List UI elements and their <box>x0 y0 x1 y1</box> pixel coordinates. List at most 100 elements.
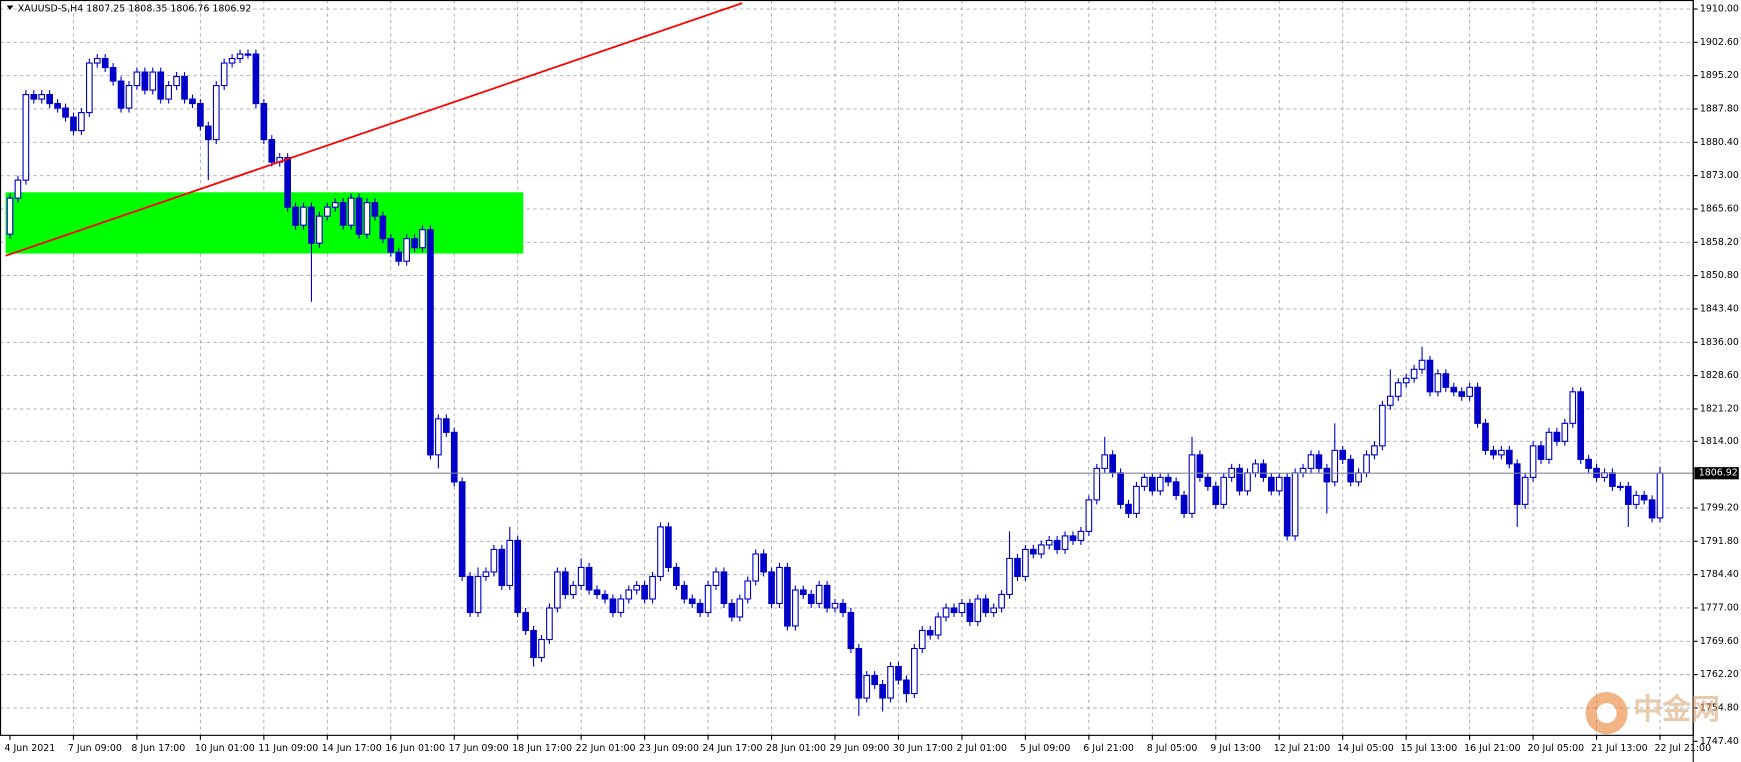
x-tick-label: 24 Jun 17:00 <box>703 743 763 754</box>
candle-body <box>292 206 299 226</box>
candle-body <box>450 431 458 483</box>
candle-body <box>1077 530 1085 541</box>
y-tick-label: 1814.00 <box>1700 436 1739 447</box>
y-tick-label: 1799.20 <box>1700 503 1739 514</box>
price-label-box <box>1694 467 1739 480</box>
candle-body <box>1363 454 1370 474</box>
candle-body <box>1188 454 1196 514</box>
candle-body <box>1045 539 1053 546</box>
candle-body <box>815 584 823 605</box>
candle-body <box>284 157 291 208</box>
candle-body <box>260 103 268 141</box>
candle-body <box>704 584 712 614</box>
candle-body <box>1156 476 1164 492</box>
candle-body <box>990 607 998 614</box>
candle-body <box>442 418 450 433</box>
y-tick-label: 1777.00 <box>1700 602 1739 613</box>
candle-body <box>1093 467 1101 501</box>
candle-body <box>752 553 760 582</box>
candle-body <box>1347 458 1354 483</box>
candle-body <box>887 665 894 699</box>
y-tick-label: 1850.80 <box>1700 270 1739 281</box>
candle-body <box>1617 485 1624 489</box>
candle-body <box>220 62 228 87</box>
grid-layer <box>0 0 1694 736</box>
candle-body <box>1164 476 1172 483</box>
candle-body <box>244 53 252 56</box>
trend-line <box>5 2 743 257</box>
candle-body <box>141 71 149 91</box>
candle-body <box>1172 481 1180 496</box>
candle-body <box>958 602 966 614</box>
candle-body <box>1220 476 1228 505</box>
candle-body <box>799 589 807 596</box>
candle-body <box>942 607 950 618</box>
candle-body <box>1402 377 1410 384</box>
candle-body <box>1125 503 1132 514</box>
candle-body <box>974 598 982 623</box>
x-tick-label: 4 Jun 2021 <box>4 743 55 754</box>
candle-body <box>355 197 363 235</box>
candle-body <box>1656 472 1664 519</box>
candle-body <box>1498 449 1505 456</box>
candle-body <box>1466 386 1473 397</box>
candle-body <box>871 674 879 686</box>
candle-body <box>387 238 395 253</box>
x-tick-label: 7 Jun 09:00 <box>68 743 122 754</box>
candle-body <box>577 566 585 587</box>
candle-body <box>395 251 403 262</box>
candle-body <box>776 566 783 605</box>
candle-body <box>1315 454 1323 469</box>
candle-body <box>1307 454 1315 469</box>
y-tick-label: 1828.60 <box>1700 370 1739 381</box>
candle-body <box>569 584 577 596</box>
candle-body <box>212 85 220 141</box>
candle-body <box>300 206 307 226</box>
candle-body <box>1244 472 1251 492</box>
candle-body <box>1434 373 1442 393</box>
candle-body <box>474 575 482 614</box>
candle-body <box>680 584 688 600</box>
candle-body <box>855 647 863 699</box>
candle-body <box>62 107 69 118</box>
y-tick-label: 1880.40 <box>1700 137 1739 148</box>
x-tick-label: 22 Jul 21:00 <box>1654 743 1711 754</box>
price-label: 1806.92 <box>1699 468 1738 479</box>
candle-body <box>1299 467 1307 474</box>
candle-body <box>934 616 942 636</box>
candle-body <box>1521 476 1529 505</box>
candle-body <box>1085 499 1093 532</box>
candle-body <box>38 94 46 100</box>
candle-body <box>228 57 236 64</box>
candle-body <box>1640 494 1648 501</box>
candle-body <box>70 116 77 132</box>
candle-body <box>363 202 371 235</box>
candle-body <box>1394 382 1402 397</box>
candle-body <box>1505 449 1513 465</box>
candle-body <box>839 602 847 614</box>
candle-body <box>1260 463 1267 478</box>
candle-body <box>133 71 141 87</box>
candle-body <box>609 598 617 614</box>
y-tick-label: 1858.20 <box>1700 237 1739 248</box>
y-tick-label: 1821.20 <box>1700 403 1739 414</box>
candle-body <box>1513 463 1521 505</box>
candle-body <box>1426 359 1434 393</box>
candle-body <box>22 94 30 181</box>
candle-body <box>649 575 656 600</box>
candle-body <box>1474 386 1481 424</box>
candle-body <box>863 674 871 699</box>
candle-body <box>101 57 109 69</box>
candle-body <box>490 548 498 573</box>
candle-body <box>688 598 696 605</box>
candle-body <box>1014 557 1021 578</box>
x-tick-label: 11 Jun 09:00 <box>258 743 318 754</box>
menu-arrow[interactable] <box>6 5 14 10</box>
candle-body <box>823 584 831 609</box>
candle-body <box>895 665 902 681</box>
plot-area <box>0 2 1694 717</box>
watermark: 中金网 <box>1585 692 1720 735</box>
candle-body <box>1133 485 1140 514</box>
